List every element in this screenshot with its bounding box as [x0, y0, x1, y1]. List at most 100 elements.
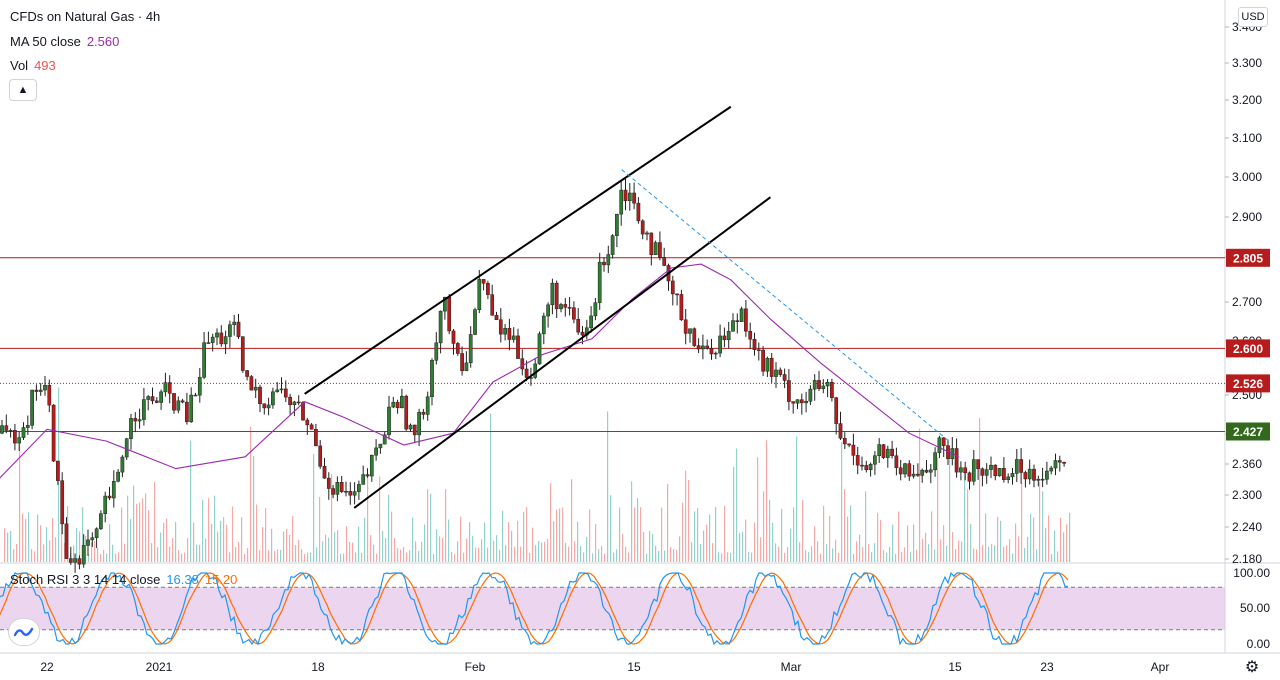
gear-icon[interactable]: ⚙ [1244, 659, 1260, 676]
volume-bar [763, 491, 765, 562]
stoch-legend[interactable]: Stoch RSI 3 3 14 14 close 16.38 15.20 [10, 572, 237, 587]
volume-bar [970, 523, 972, 562]
volume-bar [460, 516, 462, 562]
volume-bar [1033, 517, 1035, 562]
volume-bar [643, 532, 645, 562]
candle-body [357, 484, 361, 492]
volume-bar [283, 531, 285, 562]
volume-bar [334, 532, 336, 562]
channel-lower-line [353, 196, 772, 509]
volume-bar [862, 547, 864, 562]
volume-bar [226, 524, 228, 562]
volume-bar [736, 448, 738, 562]
volume-bar [277, 549, 279, 562]
candle-body [731, 320, 735, 332]
ma-legend[interactable]: MA 50 close 2.560 [10, 34, 119, 49]
candle-body [163, 382, 168, 393]
volume-bar [1039, 481, 1041, 562]
currency-badge[interactable]: USD [1238, 7, 1268, 27]
candle-body [8, 430, 13, 432]
candle-body [404, 395, 409, 430]
price-tick-label: 2.700 [1232, 295, 1262, 309]
candle-body [507, 328, 512, 340]
tradingview-logo-icon[interactable] [8, 618, 40, 646]
candle-body [933, 452, 937, 471]
volume-bar [79, 531, 81, 562]
stoch-tick-label: 50.00 [1240, 601, 1270, 615]
candle-body [1027, 468, 1032, 480]
volume-bar [109, 524, 111, 562]
vol-legend[interactable]: Vol 493 [10, 58, 56, 73]
candle-body [683, 319, 688, 334]
volume-bar [301, 549, 303, 562]
volume-bar [760, 537, 762, 562]
volume-bar [739, 533, 741, 562]
volume-bar [985, 513, 987, 562]
volume-bar [934, 549, 936, 562]
candle-body [215, 332, 219, 338]
candle-body [86, 539, 90, 546]
candle-body [477, 279, 482, 310]
volume-bar [466, 538, 468, 562]
volume-bar [946, 545, 948, 562]
candle-body [314, 428, 318, 447]
volume-bar [1048, 515, 1050, 562]
volume-bar [886, 552, 888, 562]
price-tick-label: 3.000 [1232, 170, 1262, 184]
volume-bar [118, 552, 120, 562]
volume-bar [166, 518, 168, 562]
volume-bar [172, 537, 174, 562]
volume-bar [325, 534, 327, 562]
candle-body [1040, 478, 1045, 481]
candle-body [271, 391, 275, 406]
volume-bar [286, 528, 288, 562]
volume-bar [511, 530, 513, 562]
volume-bar [1009, 539, 1011, 562]
candle-body [408, 424, 413, 430]
volume-bar [670, 547, 672, 562]
volume-bar [826, 544, 828, 562]
volume-bar [136, 503, 138, 562]
volume-bar [700, 543, 702, 562]
candle-body [283, 388, 288, 398]
candle-body [924, 469, 929, 473]
volume-bar [514, 546, 516, 562]
volume-bar [379, 476, 381, 562]
candle-body [133, 418, 138, 422]
volume-bar [631, 481, 633, 562]
price-tick-label: 3.300 [1232, 56, 1262, 70]
volume-bar [691, 542, 693, 562]
volume-bar [580, 546, 582, 562]
candle-body [787, 380, 791, 402]
volume-bar [481, 539, 483, 562]
volume-bar [943, 525, 945, 562]
candle-body [550, 282, 555, 306]
volume-bar [550, 483, 552, 562]
volume-bar [16, 543, 18, 562]
volume-bar [310, 552, 312, 562]
volume-bar [346, 526, 348, 562]
volume-bar [247, 548, 249, 562]
candle-body [1014, 459, 1019, 474]
volume-bar [1006, 545, 1008, 562]
volume-bar [268, 550, 270, 562]
candle-body [335, 482, 340, 495]
volume-bar [1015, 523, 1017, 562]
volume-bar [28, 512, 30, 562]
volume-bar [1021, 482, 1023, 562]
volume-bar [847, 516, 849, 562]
volume-bar [547, 538, 549, 562]
candle-body [73, 558, 77, 563]
volume-bar [487, 547, 489, 562]
candle-body [21, 427, 26, 438]
collapse-legend-button[interactable]: ▲ [9, 79, 37, 101]
volume-bar [919, 428, 921, 562]
candle-body [438, 310, 443, 344]
volume-bar [124, 543, 126, 562]
candle-body [937, 437, 942, 453]
volume-bar [571, 479, 573, 562]
volume-bar [505, 545, 507, 562]
volume-bar [19, 445, 21, 562]
candle-body [43, 385, 47, 391]
